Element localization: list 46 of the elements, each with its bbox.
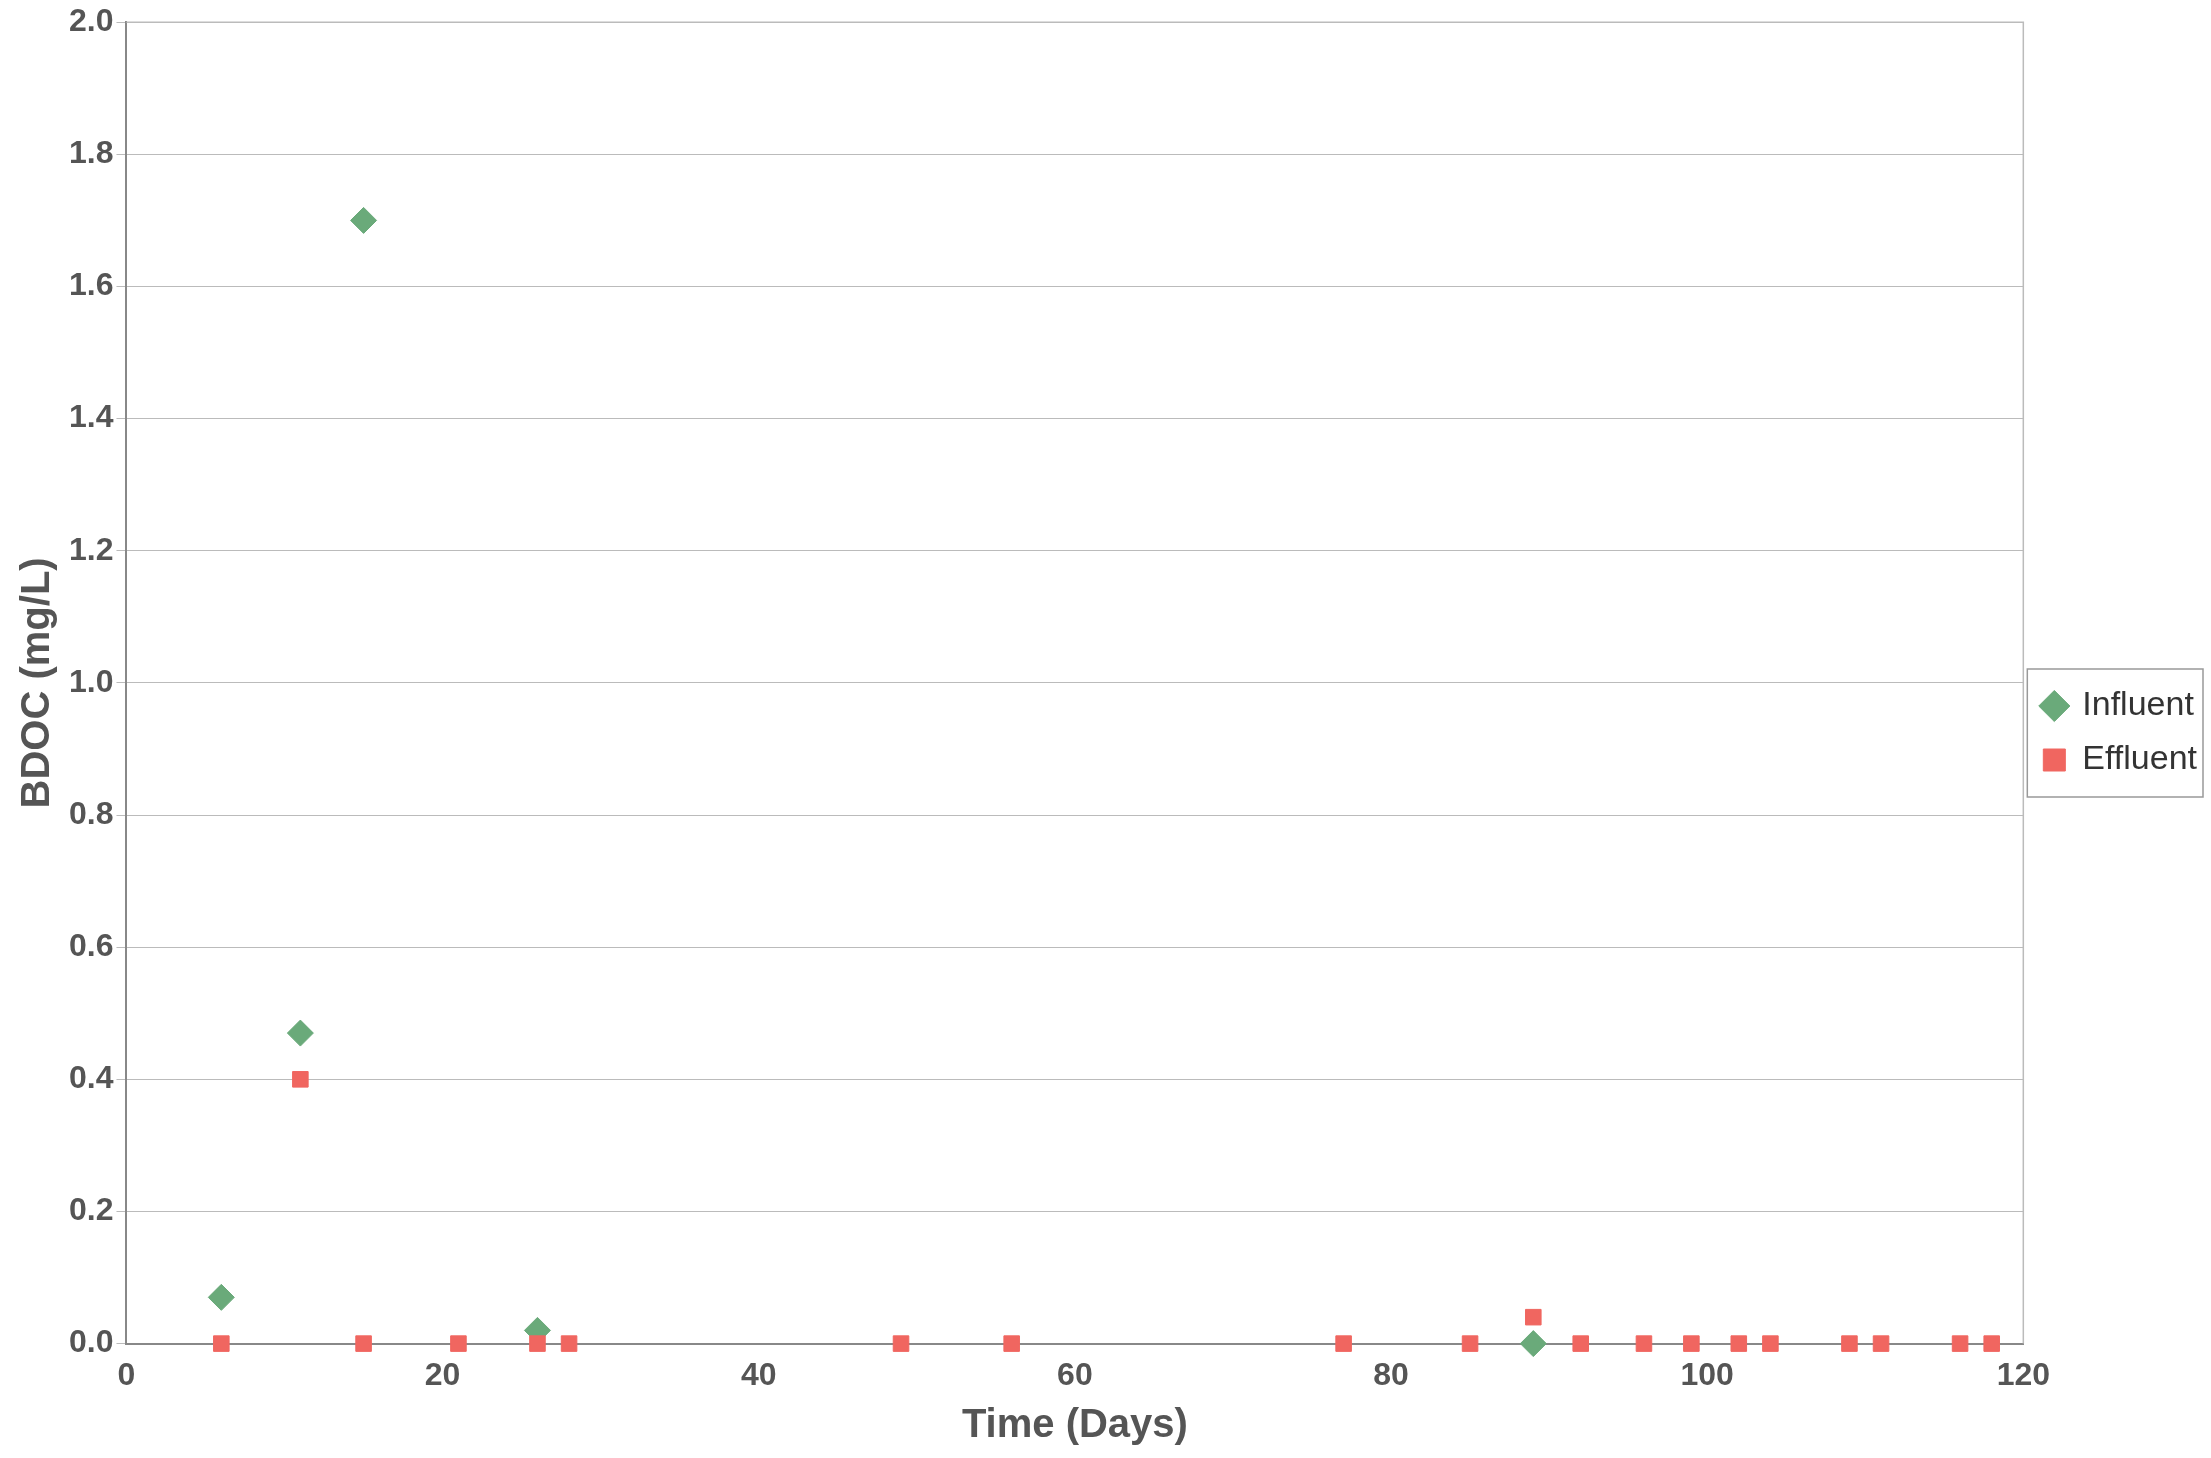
y-tick-label: 0.0: [69, 1323, 114, 1360]
y-tick-label: 1.2: [69, 530, 114, 567]
legend-label: Effluent: [2082, 738, 2198, 777]
point: [1519, 1330, 1547, 1358]
y-tick-label: 1.8: [69, 134, 114, 171]
y-tick-label: 0.8: [69, 794, 114, 831]
x-tick-label: 80: [1373, 1355, 1409, 1392]
point: [1335, 1335, 1352, 1352]
x-tick-label: 20: [424, 1355, 461, 1392]
x-tick-label: 0: [117, 1355, 136, 1392]
point: [1572, 1335, 1589, 1352]
point: [450, 1335, 467, 1352]
y-tick-label: 0.6: [69, 927, 114, 964]
x-tick-label: 60: [1057, 1355, 1093, 1392]
point: [207, 1283, 235, 1311]
point: [1730, 1335, 1748, 1352]
point: [292, 1071, 309, 1088]
point: [892, 1335, 910, 1352]
point: [560, 1335, 578, 1352]
point: [1003, 1335, 1020, 1352]
point: [355, 1335, 372, 1352]
y-axis-title: BDOC (mg/L): [13, 557, 58, 809]
y-tick-label: 2.0: [69, 2, 114, 39]
point: [1683, 1335, 1700, 1352]
y-tick-label: 1.0: [69, 662, 114, 699]
point: [529, 1335, 546, 1352]
x-tick-label: 40: [740, 1355, 777, 1392]
y-tick-label: 1.6: [69, 266, 114, 303]
point: [1951, 1335, 1969, 1352]
legend-label: Influent: [2082, 684, 2195, 723]
x-tick-label: 100: [1680, 1355, 1734, 1392]
x-axis-title: Time (Days): [961, 1401, 1188, 1446]
point: [350, 206, 378, 234]
y-tick-label: 0.2: [69, 1191, 114, 1228]
point: [1872, 1335, 1890, 1352]
point: [1841, 1335, 1858, 1352]
y-tick-label: 1.4: [69, 398, 114, 435]
x-tick-label: 120: [1996, 1355, 2051, 1392]
point: [1635, 1335, 1653, 1352]
point: [286, 1019, 314, 1047]
point: [1762, 1335, 1779, 1352]
point: [213, 1335, 230, 1352]
point: [1525, 1308, 1542, 1326]
point: [1461, 1335, 1479, 1352]
y-tick-label: 0.4: [69, 1059, 114, 1096]
point: [1983, 1335, 2000, 1352]
